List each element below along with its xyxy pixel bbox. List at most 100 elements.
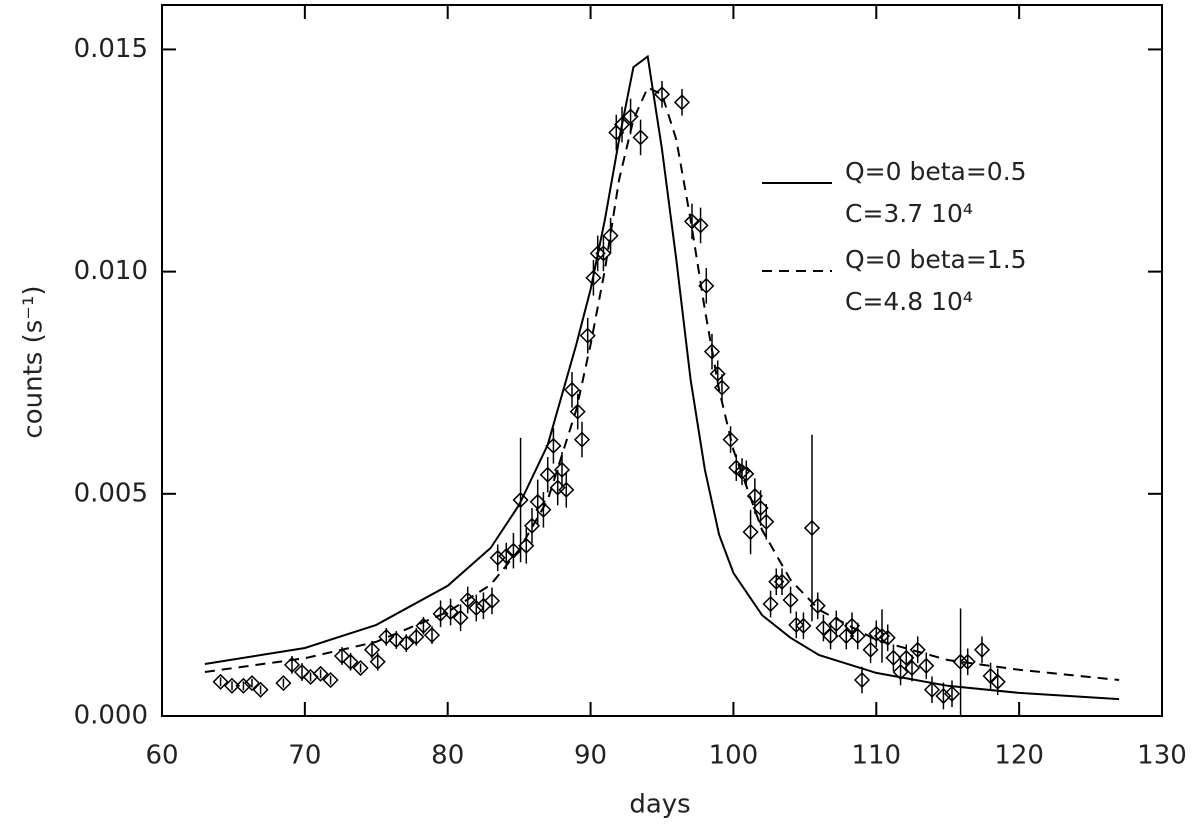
data-point	[398, 635, 415, 652]
data-point	[558, 481, 575, 498]
data-point	[758, 513, 775, 530]
data-point	[849, 627, 866, 645]
data-point	[773, 573, 791, 590]
data-point	[632, 129, 649, 146]
data-point	[952, 653, 969, 670]
data-point	[523, 517, 541, 534]
data-point	[333, 647, 351, 665]
data-point	[653, 86, 671, 103]
data-point	[738, 465, 755, 482]
data-point	[713, 379, 731, 396]
data-point	[352, 659, 369, 677]
data-point	[535, 501, 552, 518]
data-point	[293, 663, 311, 681]
x-tick-label: 60	[145, 741, 178, 771]
data-point	[703, 343, 721, 360]
data-point	[442, 603, 459, 621]
legend-note: C=3.7 10⁴	[845, 199, 973, 228]
data-point	[868, 625, 885, 642]
data-point	[408, 628, 425, 645]
data-point	[698, 277, 715, 294]
data-point	[898, 649, 915, 666]
data-point	[923, 681, 941, 698]
data-point	[742, 523, 759, 541]
data-point	[973, 641, 991, 658]
y-tick-label: 0.015	[74, 34, 148, 64]
data-point	[782, 591, 799, 609]
data-point	[283, 656, 301, 673]
data-point	[275, 675, 292, 692]
data-point	[622, 108, 639, 125]
y-tick-label: 0.000	[74, 701, 148, 731]
data-point	[573, 431, 591, 448]
data-point	[959, 653, 976, 670]
data-point	[862, 641, 879, 658]
data-point	[322, 671, 339, 689]
data-point	[795, 617, 812, 634]
data-point	[235, 677, 252, 694]
data-point	[539, 466, 556, 483]
data-point	[602, 227, 619, 244]
x-tick-label: 70	[288, 741, 321, 771]
data-point	[843, 617, 861, 634]
plot-frame	[161, 4, 1163, 717]
data-point	[879, 629, 896, 646]
data-point	[788, 616, 805, 633]
data-point	[935, 687, 952, 705]
data-point	[563, 381, 581, 398]
data-point	[918, 657, 935, 674]
data-point	[838, 627, 855, 645]
data-point	[885, 649, 902, 666]
y-tick-label: 0.005	[74, 478, 148, 508]
data-point	[459, 591, 476, 609]
data-point	[489, 549, 506, 566]
data-point	[415, 617, 432, 634]
data-point	[369, 653, 386, 670]
data-point	[752, 499, 769, 517]
data-point	[762, 595, 779, 613]
x-tick-label: 130	[1137, 741, 1187, 771]
y-tick-label: 0.010	[74, 256, 148, 286]
data-point	[585, 269, 602, 286]
data-point	[342, 653, 359, 670]
data-point	[815, 619, 832, 637]
model-curve	[204, 54, 1120, 701]
data-point	[822, 627, 839, 645]
data-point	[498, 547, 515, 565]
data-point	[569, 403, 586, 420]
data-point	[853, 671, 871, 689]
data-point	[243, 675, 261, 692]
x-axis-label: days	[629, 790, 690, 820]
data-point	[363, 641, 381, 658]
data-point	[312, 665, 329, 682]
data-point	[768, 573, 785, 590]
y-axis-label: counts (s⁻¹)	[19, 285, 49, 438]
data-point	[692, 217, 709, 234]
data-point	[746, 487, 763, 505]
data-point	[892, 663, 909, 681]
x-tick-label: 110	[851, 741, 901, 771]
data-point	[982, 667, 999, 685]
data-point	[518, 537, 535, 554]
data-point	[468, 599, 485, 617]
x-tick-label: 90	[574, 741, 607, 771]
legend-note: C=4.8 10⁴	[845, 287, 973, 316]
x-tick-label: 100	[709, 741, 759, 771]
data-point	[553, 461, 571, 478]
x-tick-label: 80	[431, 741, 464, 771]
data-point	[595, 245, 612, 262]
data-point	[252, 681, 269, 698]
legend-label: Q=0 beta=1.5	[845, 245, 1027, 274]
data-point	[613, 116, 631, 133]
data-point	[909, 641, 926, 658]
data-point	[903, 659, 921, 677]
data-point	[809, 597, 826, 614]
data-point	[989, 673, 1006, 690]
x-tick-label: 120	[994, 741, 1044, 771]
data-point	[545, 437, 562, 454]
data-point	[683, 213, 701, 230]
data-point	[943, 685, 961, 702]
data-point	[423, 627, 441, 644]
data-point	[512, 491, 529, 509]
